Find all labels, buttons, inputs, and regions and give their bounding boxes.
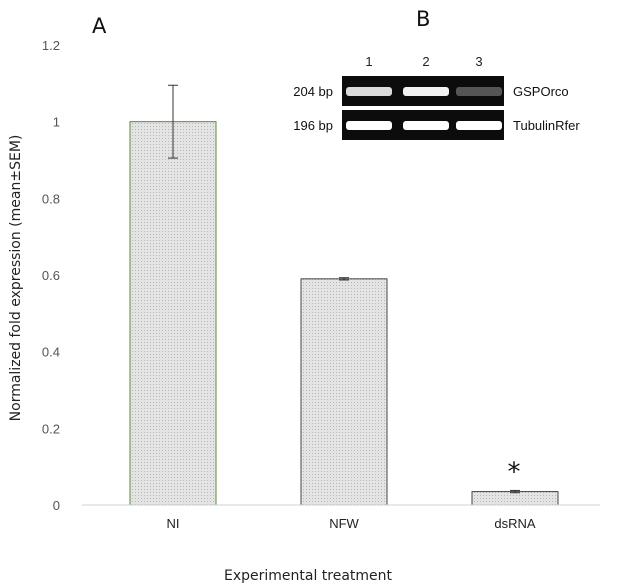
y-tick-label: 0.2 (42, 421, 60, 436)
gel-lane-label: 2 (422, 54, 429, 69)
panel-label-b: B (416, 7, 430, 31)
panel-label-a: A (92, 14, 107, 38)
bar-nfw (300, 278, 388, 506)
gel-band (403, 87, 449, 96)
gel-lane-label: 3 (475, 54, 482, 69)
x-tick-label-ni: NI (167, 516, 180, 531)
bar-dsrna (471, 491, 559, 506)
gel-band (346, 121, 392, 130)
x-tick-label-dsrna: dsRNA (494, 516, 536, 531)
bar-ni (129, 121, 217, 506)
x-axis-tick-labels: NI NFW dsRNA (167, 516, 536, 531)
gel-band (346, 87, 392, 96)
x-tick-label-nfw: NFW (329, 516, 359, 531)
y-tick-label: 0 (53, 498, 60, 513)
y-tick-label: 1 (53, 115, 60, 130)
y-tick-label: 1.2 (42, 38, 60, 53)
y-tick-label: 0.8 (42, 191, 60, 206)
gel-gene-label: TubulinRfer (513, 118, 580, 133)
y-axis-ticks: 0 0.2 0.4 0.6 0.8 1 1.2 (42, 38, 60, 513)
gel-lane-label: 1 (365, 54, 372, 69)
gel-inset: 1 2 3 204 bp GSPOrco 196 bp TubulinRfer (293, 54, 580, 140)
gel-size-label: 204 bp (293, 84, 333, 99)
gel-band (456, 87, 502, 96)
y-tick-label: 0.4 (42, 345, 60, 360)
y-tick-label: 0.6 (42, 268, 60, 283)
bar-series: * (129, 84, 559, 506)
gel-band (403, 121, 449, 130)
gel-size-label: 196 bp (293, 118, 333, 133)
gel-gene-label: GSPOrco (513, 84, 569, 99)
gel-band (456, 121, 502, 130)
significance-asterisk: * (508, 457, 521, 487)
x-axis-title: Experimental treatment (224, 568, 393, 584)
y-axis-title: Normalized fold expression (mean±SEM) (8, 135, 24, 422)
